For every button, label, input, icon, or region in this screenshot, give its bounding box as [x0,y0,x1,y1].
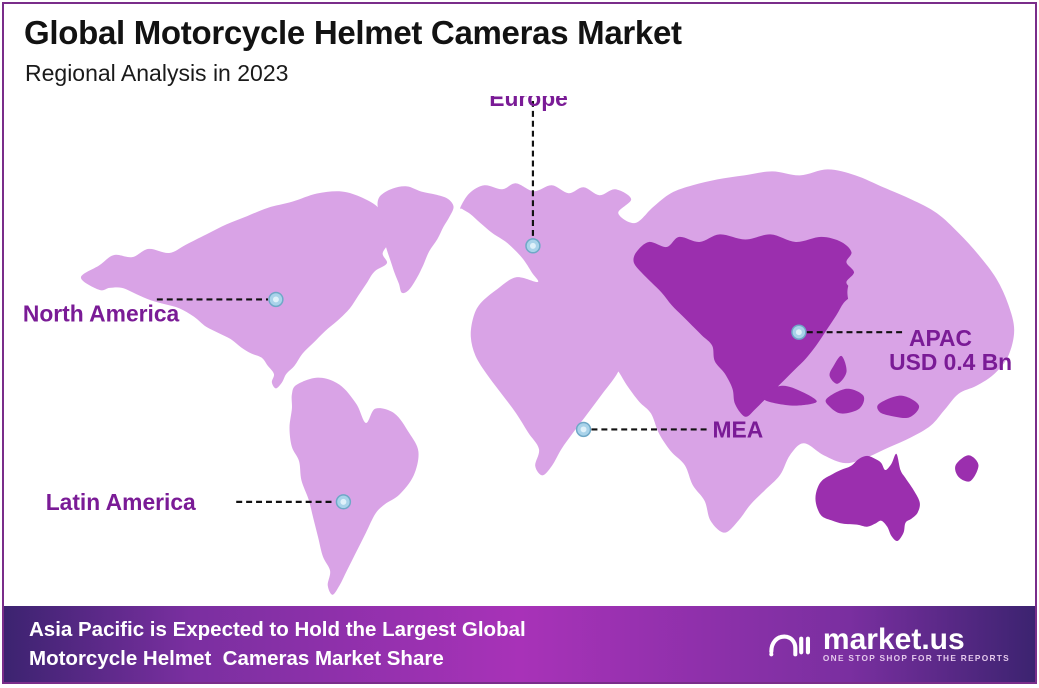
svg-text:MEA: MEA [713,416,764,442]
svg-text:North America: North America [23,300,180,326]
svg-text:APAC: APAC [909,325,972,351]
svg-text:Europe: Europe [489,96,568,111]
svg-text:Latin America: Latin America [46,489,196,515]
svg-text:USD 0.4 Bn: USD 0.4 Bn [889,349,1012,375]
